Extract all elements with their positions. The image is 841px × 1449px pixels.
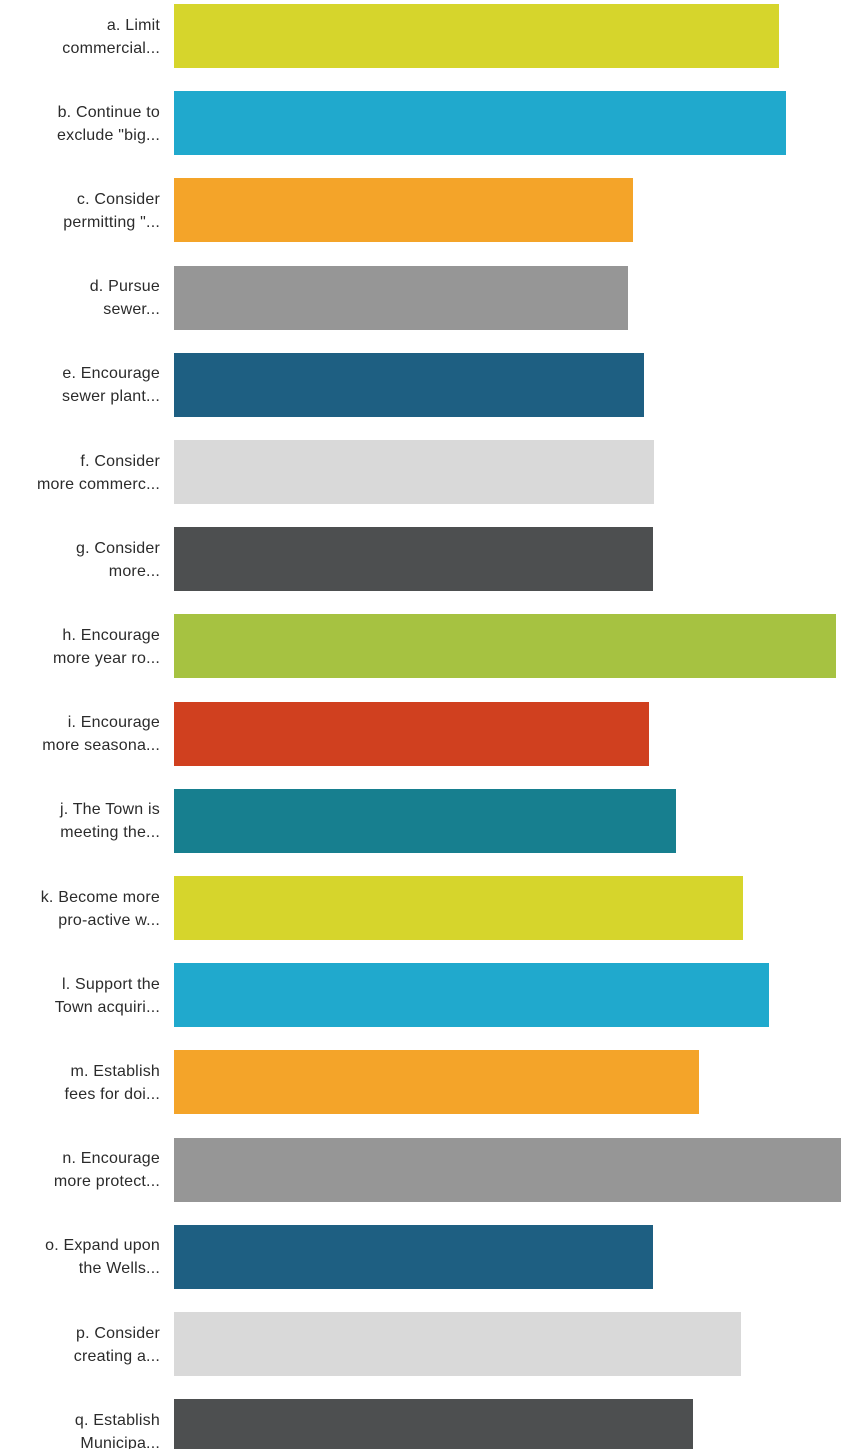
bar-label-line: h. Encourage: [62, 626, 160, 644]
bar-row: l. Support the Town acquiri...: [0, 963, 841, 1050]
bar-label-line: meeting the...: [60, 824, 160, 842]
bar-label-line: b. Continue to: [57, 103, 160, 121]
bar: [174, 614, 836, 679]
bar: [174, 4, 779, 68]
bar-label-line: Municipa...: [80, 1434, 160, 1449]
bar-row: h. Encourage more year ro...: [0, 614, 841, 701]
bar-label-line: the Wells...: [78, 1260, 160, 1278]
bar-row: d. Pursue sewer...: [0, 265, 841, 353]
bar-label-line: k. Become more: [40, 888, 160, 906]
bar: [174, 788, 676, 853]
bar-label-line: m. Establish: [70, 1062, 160, 1080]
bar-label-line: l. Support the: [62, 975, 160, 993]
bar-label-line: more year ro...: [52, 649, 160, 667]
bar-label: e. Encourage sewer plant...: [0, 342, 160, 429]
bar-label-line: pro-active w...: [58, 911, 160, 929]
bar-label-line: Town acquiri...: [54, 998, 160, 1016]
bar: [174, 701, 649, 766]
bar-label-line: permitting "...: [63, 213, 160, 231]
bar-label-line: p. Consider: [75, 1324, 160, 1342]
bar-label-line: sewer...: [103, 301, 160, 319]
bar-label-line: d. Pursue: [89, 278, 160, 296]
bar-label: n. Encourage more protect...: [0, 1127, 160, 1214]
bar-label-line: fees for doi...: [64, 1085, 160, 1103]
bar: [174, 265, 628, 330]
bar-label: i. Encourage more seasona...: [0, 691, 160, 778]
bar-row: o. Expand upon the Wells...: [0, 1224, 841, 1312]
bar-label: m. Establish fees for doi...: [0, 1039, 160, 1126]
bar: [174, 1137, 841, 1202]
bar-label-line: exclude "big...: [57, 126, 160, 144]
bar: [174, 527, 653, 592]
bar-label: a. Limit commercial...: [0, 0, 160, 80]
bar-row: g. Consider more...: [0, 527, 841, 614]
bar: [174, 876, 743, 940]
bar-label-line: j. The Town is: [59, 801, 160, 819]
bar-row: q. Establish Municipa...: [0, 1399, 841, 1449]
bar-row: m. Establish fees for doi...: [0, 1050, 841, 1137]
bar-label-line: g. Consider: [75, 539, 160, 557]
bar: [174, 1312, 741, 1376]
bar-row: a. Limit commercial...: [0, 4, 841, 91]
bar-label: p. Consider creating a...: [0, 1301, 160, 1388]
bar-label: f. Consider more commerc...: [0, 429, 160, 516]
bar-label-line: more seasona...: [42, 737, 160, 755]
bar-label-line: e. Encourage: [62, 365, 160, 383]
bar-row: f. Consider more commerc...: [0, 440, 841, 527]
bar-label: c. Consider permitting "...: [0, 167, 160, 254]
bar-label: j. The Town is meeting the...: [0, 778, 160, 865]
bar: [174, 352, 644, 417]
bar-label-line: c. Consider: [76, 190, 160, 208]
bar-row: k. Become more pro-active w...: [0, 876, 841, 963]
bar-label: g. Consider more...: [0, 516, 160, 603]
bar: [174, 1224, 653, 1289]
bar-label: k. Become more pro-active w...: [0, 865, 160, 952]
bar-label: o. Expand upon the Wells...: [0, 1214, 160, 1301]
bar-row: j. The Town is meeting the...: [0, 788, 841, 876]
bar-row: e. Encourage sewer plant...: [0, 352, 841, 440]
bar-label: q. Establish Municipa...: [0, 1388, 160, 1449]
bar-row: n. Encourage more protect...: [0, 1137, 841, 1225]
bar: [174, 91, 786, 156]
bar-label-line: more...: [108, 562, 160, 580]
bar-label-line: i. Encourage: [67, 714, 160, 732]
bar-label-line: creating a...: [73, 1347, 160, 1365]
bar-label: l. Support the Town acquiri...: [0, 952, 160, 1039]
bar-label-line: q. Establish: [74, 1411, 160, 1429]
bar-label: d. Pursue sewer...: [0, 255, 160, 342]
bar-label: b. Continue to exclude "big...: [0, 80, 160, 167]
bar-label-line: a. Limit: [106, 16, 160, 34]
bar-label-line: more protect...: [53, 1173, 160, 1191]
bar: [174, 440, 654, 504]
bar-row: c. Consider permitting "...: [0, 178, 841, 265]
bar-label-line: commercial...: [62, 39, 160, 57]
bar-row: p. Consider creating a...: [0, 1312, 841, 1399]
bar-label-line: f. Consider: [80, 452, 160, 470]
bar: [174, 1050, 699, 1115]
bar: [174, 963, 769, 1028]
bar-label-line: n. Encourage: [62, 1150, 160, 1168]
bar-label-line: more commerc...: [36, 475, 160, 493]
bar-row: i. Encourage more seasona...: [0, 701, 841, 789]
bar: [174, 178, 633, 243]
bar-row: b. Continue to exclude "big...: [0, 91, 841, 178]
bar-label: h. Encourage more year ro...: [0, 603, 160, 690]
bar: [174, 1399, 693, 1449]
bar-label-line: o. Expand upon: [45, 1237, 160, 1255]
bar-label-line: sewer plant...: [62, 388, 160, 406]
